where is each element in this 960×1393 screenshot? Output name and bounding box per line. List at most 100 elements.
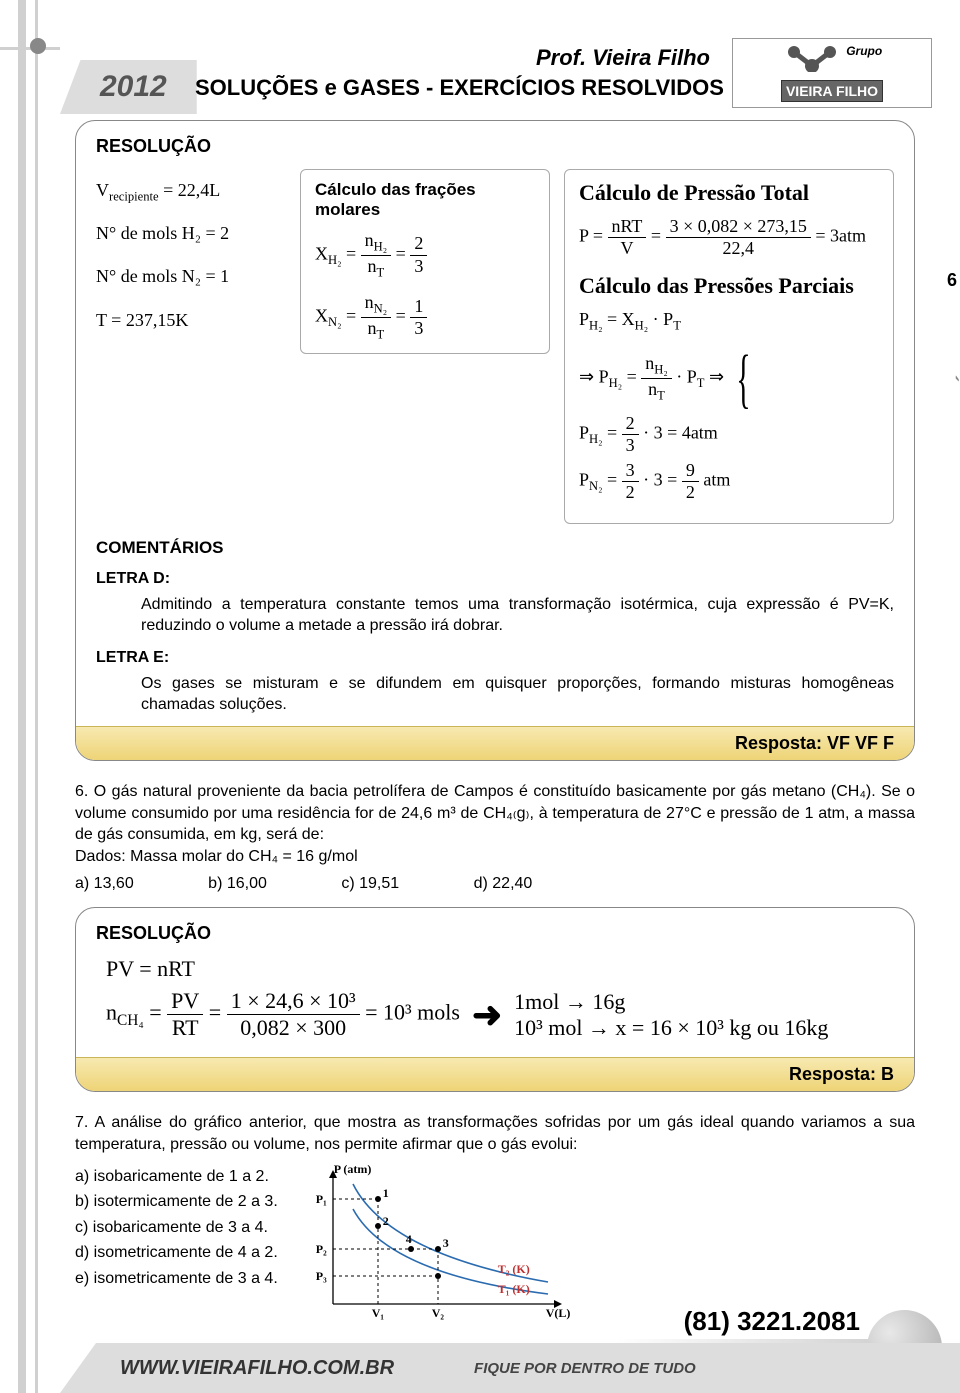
brand-name: VIEIRA FILHO xyxy=(781,80,883,102)
t: = xyxy=(603,422,622,442)
t: 0,082 × 300 xyxy=(227,1015,360,1041)
footer-bar: WWW.VIEIRAFILHO.COM.BR FIQUE POR DENTRO … xyxy=(60,1343,960,1393)
solution-title: RESOLUÇÃO xyxy=(96,923,894,944)
q-num: 7. xyxy=(75,1114,88,1131)
t: PV xyxy=(167,988,203,1015)
footer-url: WWW.VIEIRAFILHO.COM.BR xyxy=(120,1357,394,1380)
t: n xyxy=(645,353,654,373)
t: H₂ xyxy=(328,253,342,267)
t: = xyxy=(651,226,666,246)
para-e: Os gases se misturam e se difundem em qu… xyxy=(141,673,894,716)
brand-logo: Grupo VIEIRA FILHO xyxy=(732,38,932,108)
t: = xyxy=(396,306,411,326)
t: T xyxy=(377,265,385,279)
opt-b: b) isotermicamente de 2 a 3. xyxy=(75,1189,278,1215)
page-footer: (81) 3221.2081 WWW.VIEIRAFILHO.COM.BR FI… xyxy=(0,1298,960,1393)
t: H₂ xyxy=(654,363,668,377)
t: H₂ xyxy=(589,319,603,333)
page-number: 6 xyxy=(947,270,957,291)
txt: recipiente xyxy=(109,190,159,204)
t: n xyxy=(365,230,374,250)
t: n xyxy=(368,318,377,338)
t: 3 × 0,082 × 273,15 xyxy=(666,216,811,238)
curve-label: T₂ (K) xyxy=(498,1262,530,1277)
solution-box-2: RESOLUÇÃO PV = nRT nCH₄ = PVRT = 1 × 24,… xyxy=(75,907,915,1092)
t: ⇒ P xyxy=(579,366,609,386)
tick: P₁ xyxy=(316,1192,327,1207)
t: 3 xyxy=(410,256,427,278)
opt-d: d) 22,40 xyxy=(474,875,533,893)
pt: 1 xyxy=(383,1186,389,1201)
t: nRT xyxy=(608,216,647,238)
opt-a: a) 13,60 xyxy=(75,875,134,893)
box-title: Cálculo de Pressão Total xyxy=(579,180,879,206)
footer-tagline: FIQUE POR DENTRO DE TUDO xyxy=(474,1360,696,1377)
solution-title: RESOLUÇÃO xyxy=(96,136,894,157)
t: 10³ mol → x = 16 × 10³ kg ou 16kg xyxy=(514,1015,828,1041)
txt: N° de mols N₂ = 1 xyxy=(96,255,286,298)
t: V xyxy=(608,238,647,259)
t: = xyxy=(396,243,411,263)
t: X xyxy=(315,243,328,263)
t: X xyxy=(315,306,328,326)
t: T xyxy=(377,328,385,342)
answer-bar: Resposta: VF VF F xyxy=(76,726,914,760)
opt-c: c) isobaricamente de 3 a 4. xyxy=(75,1215,278,1241)
brand-top: Grupo xyxy=(846,44,882,58)
opt-d: d) isometricamente de 4 a 2. xyxy=(75,1240,278,1266)
t: N₂ xyxy=(589,479,603,493)
tick: P₃ xyxy=(316,1269,327,1284)
txt: N° de mols H₂ = 2 xyxy=(96,212,286,255)
molar-fraction-box: Cálculo das frações molares XH₂ = nH₂nT … xyxy=(300,169,550,354)
t: n xyxy=(368,256,377,276)
t: = 3atm xyxy=(815,226,866,246)
t: N₂ xyxy=(374,302,388,316)
t: n xyxy=(106,1000,117,1025)
pressure-box: Cálculo de Pressão Total P = nRTV = 3 × … xyxy=(564,169,894,524)
t: · 3 = 4atm xyxy=(639,422,718,442)
equation: XH₂ = nH₂nT = 23 xyxy=(315,230,535,280)
t: 9 xyxy=(682,460,699,482)
opt-a: a) isobaricamente de 1 a 2. xyxy=(75,1164,278,1190)
decor-line xyxy=(35,0,38,1393)
letter-d: LETRA D: xyxy=(96,570,894,588)
box-title: Cálculo das Pressões Parciais xyxy=(579,273,879,299)
t: 1 × 24,6 × 10³ xyxy=(227,988,360,1015)
t: P xyxy=(579,422,589,442)
box-title: Cálculo das frações molares xyxy=(315,180,535,220)
pt: 4 xyxy=(406,1232,412,1247)
solution-box-1: RESOLUÇÃO Vrecipiente = 22,4L N° de mols… xyxy=(75,120,915,761)
t: 1 xyxy=(410,296,427,319)
t: 2 xyxy=(622,413,639,435)
question-7: 7. A análise do gráfico anterior, que mo… xyxy=(75,1112,915,1155)
equation: ⇒ PH₂ = nH₂nT · PT ⇒ { PH₂ = 23 · 3 = 4a… xyxy=(579,344,879,503)
q-data: Dados: Massa molar do CH₄ = 16 g/mol xyxy=(75,848,358,865)
tick: P₂ xyxy=(316,1242,327,1257)
t: H₂ xyxy=(609,376,623,390)
t: n xyxy=(365,292,374,312)
t: 3 xyxy=(410,318,427,340)
options: a) 13,60 b) 16,00 c) 19,51 d) 22,40 xyxy=(75,875,915,893)
t: ⇒ xyxy=(704,366,728,386)
letter-e: LETRA E: xyxy=(96,649,894,667)
subject-label: QUÍMICA xyxy=(955,310,960,419)
equation: P = nRTV = 3 × 0,082 × 273,1522,4 = 3atm xyxy=(579,216,879,259)
para-d: Admitindo a temperatura constante temos … xyxy=(141,594,894,637)
given-data: Vrecipiente = 22,4L N° de mols H₂ = 2 N°… xyxy=(96,169,286,342)
t: · P xyxy=(648,309,673,329)
phone-number: (81) 3221.2081 xyxy=(684,1306,860,1337)
q-text: A análise do gráfico anterior, que mostr… xyxy=(75,1114,915,1153)
t: atm xyxy=(699,469,731,489)
decor-dot xyxy=(30,38,46,54)
comments-heading: COMENTÁRIOS xyxy=(96,538,894,558)
t: 2 xyxy=(410,233,427,256)
txt: V xyxy=(96,180,109,200)
decor-line xyxy=(18,0,26,1393)
t: H₂ xyxy=(589,432,603,446)
opt-c: c) 19,51 xyxy=(341,875,399,893)
equation: 1mol → 16g 10³ mol → x = 16 × 10³ kg ou … xyxy=(514,989,828,1041)
t: H₂ xyxy=(635,319,649,333)
t: · 3 = xyxy=(639,469,682,489)
t: N₂ xyxy=(328,315,342,329)
professor-name: Prof. Vieira Filho xyxy=(536,45,710,71)
